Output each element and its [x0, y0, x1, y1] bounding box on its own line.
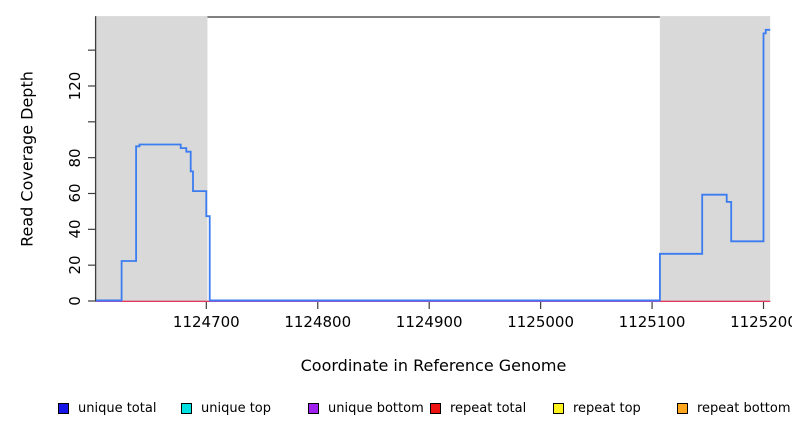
y-tick-label: 120	[66, 71, 84, 101]
x-axis-label: Coordinate in Reference Genome	[300, 356, 567, 375]
repeat-flank-shade	[96, 16, 208, 301]
legend: unique total unique top unique bottom repea…	[0, 398, 792, 422]
legend-item-unique-total: unique total	[58, 398, 156, 418]
repeat-flank-shade	[659, 16, 771, 301]
x-tick-label: 1124700	[172, 313, 240, 331]
legend-item-repeat-bottom: repeat bottom	[677, 398, 791, 418]
y-tick-label: 40	[66, 219, 84, 239]
legend-label: repeat top	[573, 400, 641, 416]
legend-swatch-repeat-top	[553, 402, 564, 414]
legend-item-unique-top: unique top	[181, 398, 271, 418]
legend-swatch-repeat-total	[430, 402, 441, 414]
legend-swatch-unique-bottom	[308, 402, 319, 414]
y-tick-label: 60	[66, 183, 84, 204]
x-tick-label: 1124800	[284, 313, 352, 331]
legend-swatch-repeat-bottom	[677, 402, 688, 414]
legend-item-unique-bottom: unique bottom	[308, 398, 424, 418]
legend-label: unique top	[201, 400, 272, 416]
y-axis-label: Read Coverage Depth	[17, 71, 37, 247]
x-tick-label: 1125200	[730, 313, 792, 331]
x-tick-label: 1124900	[395, 313, 463, 331]
coverage-plot	[88, 16, 771, 309]
y-tick-label: 0	[66, 296, 84, 306]
y-tick-label: 20	[66, 255, 84, 275]
y-tick-label: 80	[66, 148, 84, 168]
legend-item-repeat-top: repeat top	[553, 398, 641, 418]
legend-label: unique bottom	[328, 400, 424, 416]
legend-label: repeat total	[450, 400, 527, 416]
unique-total-line	[96, 28, 771, 302]
x-tick-label: 1125100	[618, 313, 686, 331]
legend-swatch-unique-top	[181, 402, 192, 414]
legend-swatch-unique-total	[58, 402, 69, 414]
legend-label: unique total	[78, 400, 157, 416]
x-tick-label: 1125000	[507, 313, 575, 331]
legend-item-repeat-total: repeat total	[430, 398, 526, 418]
legend-label: repeat bottom	[697, 400, 791, 416]
